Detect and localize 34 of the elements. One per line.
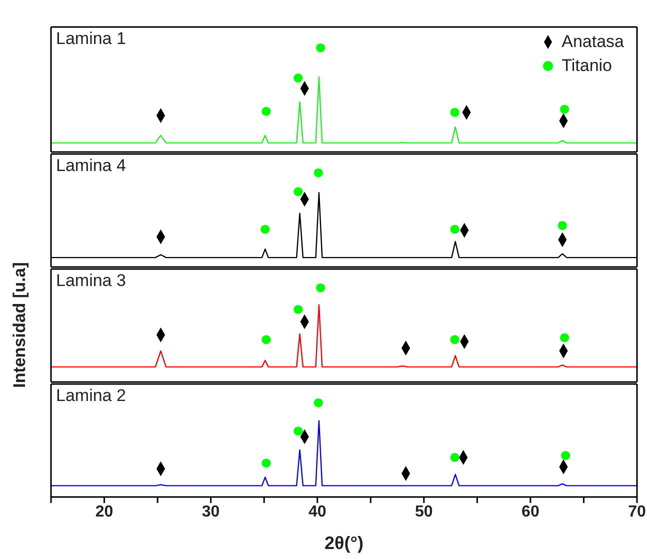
point [314,398,323,408]
x-axis-title: 2θ(°) [324,533,364,553]
point [294,304,303,314]
legend-label: Titanio [562,55,612,77]
point [314,168,323,178]
x-tick-label: 50 [415,503,433,520]
chart-title: Lamina 3 [56,271,126,291]
point [262,458,271,468]
legend-label: Anatasa [562,31,624,53]
point [450,335,460,344]
x-tick-label: 70 [628,503,646,520]
x-tick-label: 60 [522,503,540,520]
point [450,224,460,234]
point [560,333,570,342]
point [450,108,460,117]
point [262,335,271,344]
chart-title: Lamina 4 [56,156,126,176]
chart-title: Lamina 2 [56,386,126,406]
x-tick-label: 40 [308,503,326,520]
point [450,452,460,462]
chart-title: Lamina 1 [56,29,126,49]
point [316,43,326,52]
point [561,451,570,460]
point [560,104,570,114]
point [294,426,303,436]
point [260,224,270,234]
point [262,106,271,116]
point [294,187,303,196]
point [294,74,303,83]
x-tick-label: 20 [95,503,114,520]
point [316,283,326,292]
point [558,221,567,230]
x-tick-label: 30 [202,503,220,520]
y-axis-title: Intensidad [u.a] [10,262,30,388]
